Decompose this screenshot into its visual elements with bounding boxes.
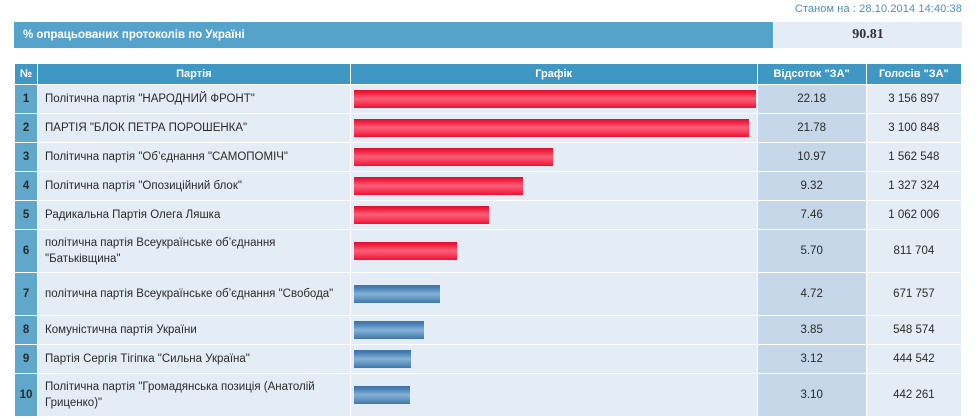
- votes-value: 811 704: [866, 230, 961, 272]
- table-body: 1 Політична партія "НАРОДНИЙ ФРОНТ" 22.18 3…: [15, 85, 961, 416]
- result-bar: [353, 321, 424, 339]
- summary-value: 90.81: [852, 27, 884, 42]
- party-name: політична партія Всеукраїнське об’єднанн…: [38, 230, 350, 272]
- summary-banner: % опрацьованих протоколів по Україні 90.…: [0, 18, 976, 48]
- table-row[interactable]: 4 Політична партія "Опозиційний блок" 9.32…: [15, 172, 961, 200]
- votes-value: 1 562 548: [866, 143, 961, 171]
- result-bar: [353, 90, 756, 108]
- party-name: політична партія Всеукраїнське об’єднанн…: [38, 273, 350, 315]
- table-header: № Партія Графік Відсоток "ЗА" Голосів "З…: [15, 64, 961, 84]
- column-header-number[interactable]: №: [15, 64, 38, 84]
- table-row[interactable]: 3 Політична партія "Об’єднання "САМОПОМІЧ…: [15, 143, 961, 171]
- votes-value: 1 062 006: [866, 201, 961, 229]
- votes-value: 671 757: [866, 273, 961, 315]
- party-name: Партія Сергія Тігіпка "Сильна Україна": [38, 345, 350, 373]
- row-number: 6: [15, 230, 38, 272]
- votes-value: 1 327 324: [866, 172, 961, 200]
- percent-value: 7.46: [757, 201, 866, 229]
- votes-value: 442 261: [866, 374, 961, 416]
- result-bar: [353, 206, 489, 224]
- chart-cell: [350, 230, 757, 272]
- result-bar: [353, 242, 457, 260]
- chart-cell: [350, 114, 757, 142]
- percent-value: 3.10: [757, 374, 866, 416]
- row-number: 3: [15, 143, 38, 171]
- summary-row: % опрацьованих протоколів по Україні 90.…: [14, 22, 962, 48]
- table-row[interactable]: 6 політична партія Всеукраїнське об’єднан…: [15, 230, 961, 272]
- table-row[interactable]: 7 політична партія Всеукраїнське об’єднан…: [15, 273, 961, 315]
- timestamp-bar: Станом на : 28.10.2014 14:40:38: [0, 0, 976, 18]
- result-bar: [353, 148, 553, 166]
- table-row[interactable]: 9 Партія Сергія Тігіпка "Сильна Україна" 3…: [15, 345, 961, 373]
- chart-cell: [350, 143, 757, 171]
- result-bar: [353, 285, 440, 303]
- result-bar: [353, 119, 749, 137]
- percent-value: 9.32: [757, 172, 866, 200]
- summary-label: % опрацьованих протоколів по Україні: [23, 29, 245, 41]
- chart-cell: [350, 374, 757, 416]
- percent-value: 21.78: [757, 114, 866, 142]
- chart-cell: [350, 201, 757, 229]
- chart-cell: [350, 172, 757, 200]
- percent-value: 3.12: [757, 345, 866, 373]
- summary-value-cell: 90.81: [773, 22, 962, 48]
- percent-value: 10.97: [757, 143, 866, 171]
- chart-cell: [350, 273, 757, 315]
- table-row[interactable]: 8 Комуністична партія України 3.85 548 574: [15, 316, 961, 344]
- result-bar: [353, 386, 410, 404]
- row-number: 10: [15, 374, 38, 416]
- result-bar: [353, 350, 411, 368]
- percent-value: 22.18: [757, 85, 866, 113]
- column-header-party[interactable]: Партія: [38, 64, 350, 84]
- summary-label-cell: % опрацьованих протоколів по Україні: [14, 22, 773, 48]
- table-header-row: № Партія Графік Відсоток "ЗА" Голосів "З…: [15, 64, 961, 84]
- table-row[interactable]: 5 Радикальна Партія Олега Ляшка 7.46 1 062 …: [15, 201, 961, 229]
- chart-cell: [350, 345, 757, 373]
- party-name: Політична партія "Громадянська позиція (…: [38, 374, 350, 416]
- row-number: 7: [15, 273, 38, 315]
- column-header-votes[interactable]: Голосів "ЗА": [866, 64, 961, 84]
- percent-value: 4.72: [757, 273, 866, 315]
- chart-cell: [350, 85, 757, 113]
- row-number: 1: [15, 85, 38, 113]
- row-number: 8: [15, 316, 38, 344]
- party-name: ПАРТІЯ "БЛОК ПЕТРА ПОРОШЕНКА": [38, 114, 350, 142]
- row-number: 9: [15, 345, 38, 373]
- party-name: Політична партія "Опозиційний блок": [38, 172, 350, 200]
- column-header-chart[interactable]: Графік: [350, 64, 757, 84]
- results-table-wrap: № Партія Графік Відсоток "ЗА" Голосів "З…: [0, 63, 976, 417]
- votes-value: 3 100 848: [866, 114, 961, 142]
- votes-value: 444 542: [866, 345, 961, 373]
- row-number: 2: [15, 114, 38, 142]
- party-name: Радикальна Партія Олега Ляшка: [38, 201, 350, 229]
- party-name: Політична партія "НАРОДНИЙ ФРОНТ": [38, 85, 350, 113]
- table-row[interactable]: 1 Політична партія "НАРОДНИЙ ФРОНТ" 22.18 3…: [15, 85, 961, 113]
- timestamp-label: Станом на : 28.10.2014 14:40:38: [794, 3, 962, 15]
- votes-value: 548 574: [866, 316, 961, 344]
- party-name: Комуністична партія України: [38, 316, 350, 344]
- row-number: 5: [15, 201, 38, 229]
- percent-value: 5.70: [757, 230, 866, 272]
- table-row[interactable]: 10 Політична партія "Громадянська позиція…: [15, 374, 961, 416]
- party-name: Політична партія "Об’єднання "САМОПОМІЧ": [38, 143, 350, 171]
- percent-value: 3.85: [757, 316, 866, 344]
- column-header-percent[interactable]: Відсоток "ЗА": [757, 64, 866, 84]
- row-number: 4: [15, 172, 38, 200]
- result-bar: [353, 177, 523, 195]
- table-row[interactable]: 2 ПАРТІЯ "БЛОК ПЕТРА ПОРОШЕНКА" 21.78 3 100…: [15, 114, 961, 142]
- chart-cell: [350, 316, 757, 344]
- results-table: № Партія Графік Відсоток "ЗА" Голосів "З…: [14, 63, 962, 417]
- votes-value: 3 156 897: [866, 85, 961, 113]
